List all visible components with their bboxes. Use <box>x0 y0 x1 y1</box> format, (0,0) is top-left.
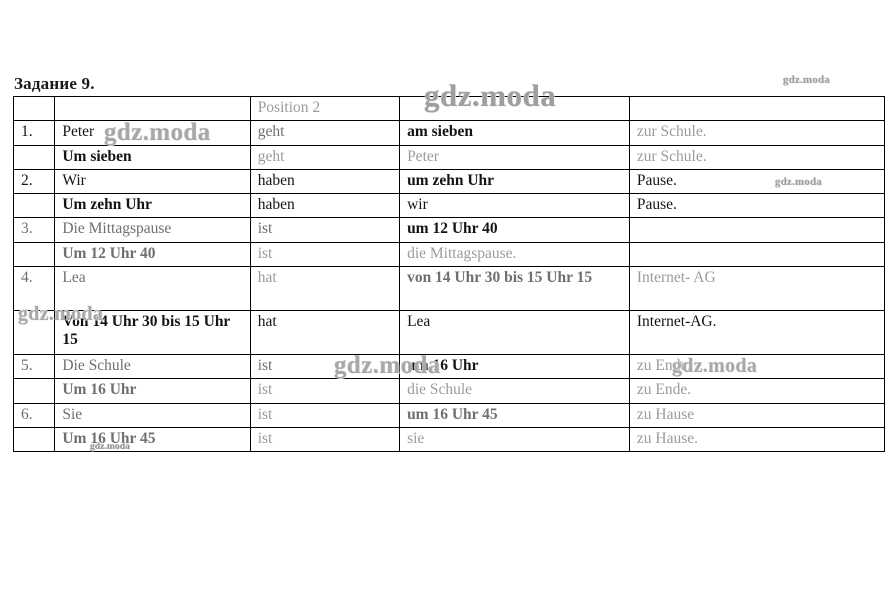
cell-verb: ist <box>249 426 401 453</box>
cell-rest: zu Hause <box>628 402 886 428</box>
cell-subject: Sie <box>54 402 251 428</box>
cell-object: sie <box>399 426 630 453</box>
cell-object: um 12 Uhr 40 <box>399 217 630 243</box>
cell-rest: Pause. <box>628 168 886 195</box>
table-row: Um 16 Uhr ist die Schule zu Ende. <box>12 378 886 404</box>
table-row: 4. Lea hat von 14 Uhr 30 bis 15 Uhr 15 I… <box>12 265 886 311</box>
table-row: 6. Sie ist um 16 Uhr 45 zu Hause <box>12 402 886 428</box>
table-row: Um 16 Uhr 45 ist sie zu Hause. <box>12 426 886 453</box>
cell-subject: Die Mittagspause <box>54 217 251 243</box>
cell-subject: Lea <box>54 265 251 311</box>
watermark-top-right: gdz.moda <box>783 74 831 86</box>
cell-rest: Pause. <box>628 193 886 219</box>
cell-number <box>12 309 56 355</box>
cell-object: am sieben <box>399 120 630 146</box>
cell-number <box>12 378 56 404</box>
cell-object: Peter <box>399 144 630 170</box>
cell-object: um 16 Uhr <box>399 353 630 380</box>
table-row: 5. Die Schule ist um 16 Uhr zu Ende. <box>12 353 886 380</box>
cell-subject: Um 16 Uhr <box>54 378 251 404</box>
cell-rest: zu Ende. <box>628 353 886 380</box>
cell-subject-text: Peter <box>62 123 95 141</box>
table-row: Von 14 Uhr 30 bis 15 Uhr 15 hat Lea Inte… <box>12 309 886 355</box>
cell-object: um 16 Uhr 45 <box>399 402 630 428</box>
cell-subject-text: Sie <box>62 405 83 423</box>
table-row: Um 12 Uhr 40 ist die Mittagspause. <box>12 241 886 267</box>
table-header-row: Position 2 <box>12 95 886 122</box>
cell-verb: geht <box>249 120 401 146</box>
table-row: Um sieben geht Peter zur Schule. <box>12 144 886 170</box>
cell-number <box>12 144 56 170</box>
cell-verb: ist <box>249 217 401 243</box>
cell-object: die Mittagspause. <box>399 241 630 267</box>
table-row: 2. Wir haben um zehn Uhr Pause. <box>12 168 886 195</box>
header-cell-position2: Position 2 <box>249 95 401 122</box>
cell-verb: haben <box>249 193 401 219</box>
header-cell-object <box>399 95 630 122</box>
cell-rest <box>628 217 886 243</box>
cell-object: um zehn Uhr <box>399 168 630 195</box>
cell-verb: ist <box>249 241 401 267</box>
cell-number: 1. <box>12 120 56 146</box>
cell-subject: Wir <box>54 168 251 195</box>
cell-subject: Um 12 Uhr 40 <box>54 241 251 267</box>
cell-subject: Die Schule <box>54 353 251 380</box>
cell-rest: Internet-AG. <box>628 309 886 355</box>
page-title: Задание 9. <box>14 74 95 93</box>
header-cell-rest <box>628 95 886 122</box>
cell-object: wir <box>399 193 630 219</box>
cell-subject: Um sieben <box>54 144 251 170</box>
cell-verb: haben <box>249 168 401 195</box>
table-row: Um zehn Uhr haben wir Pause. <box>12 193 886 219</box>
cell-verb: geht <box>249 144 401 170</box>
cell-number <box>12 241 56 267</box>
cell-rest: zu Ende. <box>628 378 886 404</box>
cell-rest: zur Schule. <box>628 144 886 170</box>
cell-subject: Von 14 Uhr 30 bis 15 Uhr 15 <box>54 309 251 355</box>
cell-verb: ist <box>249 378 401 404</box>
cell-number: 2. <box>12 168 56 195</box>
header-cell-number <box>12 95 56 122</box>
header-cell-subject <box>54 95 251 122</box>
cell-subject: Peter <box>54 120 251 146</box>
table-row: 3. Die Mittagspause ist um 12 Uhr 40 <box>12 217 886 243</box>
cell-subject: Um zehn Uhr <box>54 193 251 219</box>
cell-rest: zu Hause. <box>628 426 886 453</box>
cell-verb: hat <box>249 309 401 355</box>
cell-number: 5. <box>12 353 56 380</box>
cell-verb: ist <box>249 353 401 380</box>
cell-rest: zur Schule. <box>628 120 886 146</box>
cell-object: Lea <box>399 309 630 355</box>
cell-number <box>12 426 56 453</box>
cell-object: von 14 Uhr 30 bis 15 Uhr 15 <box>399 265 630 311</box>
cell-subject: Um 16 Uhr 45 <box>54 426 251 453</box>
cell-number: 6. <box>12 402 56 428</box>
cell-number: 3. <box>12 217 56 243</box>
cell-verb: ist <box>249 402 401 428</box>
sentence-order-table: Position 2 1. Peter geht am sieben zur S… <box>12 95 886 453</box>
cell-number <box>12 193 56 219</box>
cell-verb: hat <box>249 265 401 311</box>
cell-rest <box>628 241 886 267</box>
cell-rest: Internet- AG <box>628 265 886 311</box>
table-row: 1. Peter geht am sieben zur Schule. <box>12 120 886 146</box>
cell-object: die Schule <box>399 378 630 404</box>
cell-number: 4. <box>12 265 56 311</box>
